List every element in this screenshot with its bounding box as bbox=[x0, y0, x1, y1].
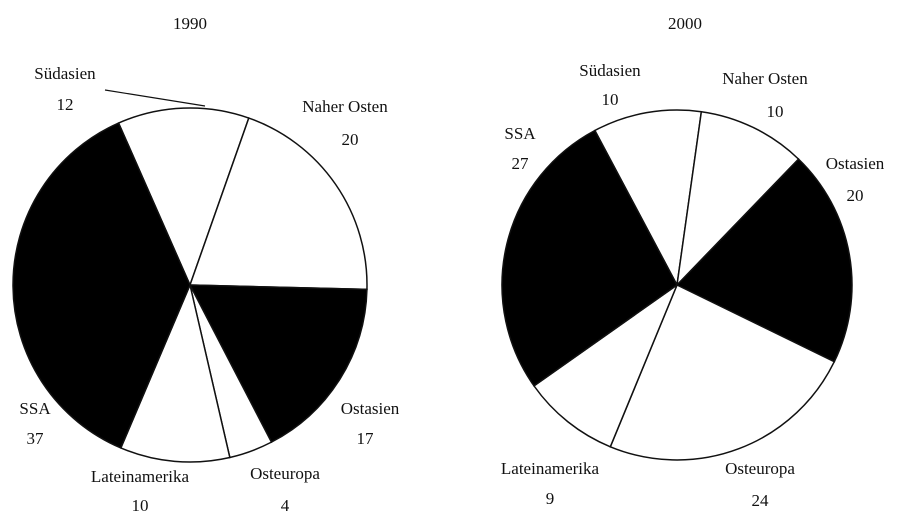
slice-label: Naher Osten bbox=[722, 69, 808, 88]
slice-label: Osteuropa bbox=[250, 464, 320, 483]
slice-label: Lateinamerika bbox=[91, 467, 190, 486]
slice-value: 17 bbox=[357, 429, 375, 448]
pie-slice bbox=[532, 282, 679, 448]
slice-value: 4 bbox=[281, 496, 290, 515]
slice-label: Lateinamerika bbox=[501, 459, 600, 478]
pie-slice bbox=[188, 117, 368, 291]
pie-slice bbox=[12, 122, 191, 449]
pie-slice bbox=[501, 129, 678, 387]
pie-slice bbox=[593, 109, 703, 288]
slice-value: 27 bbox=[512, 154, 530, 173]
slice-value: 24 bbox=[752, 491, 770, 510]
chart-title: 2000 bbox=[668, 14, 702, 33]
slice-label: SSA bbox=[504, 124, 536, 143]
slice-value: 20 bbox=[342, 130, 359, 149]
slice-label: Ostasien bbox=[826, 154, 885, 173]
pie-slice bbox=[119, 282, 231, 463]
pie-slice bbox=[675, 110, 800, 288]
slice-value: 9 bbox=[546, 489, 555, 508]
slice-value: 37 bbox=[27, 429, 45, 448]
pie-slice bbox=[609, 283, 836, 461]
chart-title: 1990 bbox=[173, 14, 207, 33]
slice-value: 10 bbox=[602, 90, 619, 109]
pie-slice bbox=[117, 107, 250, 288]
slice-label: SSA bbox=[19, 399, 51, 418]
slice-value: 10 bbox=[767, 102, 784, 121]
slice-value: 20 bbox=[847, 186, 864, 205]
slice-label: Naher Osten bbox=[302, 97, 388, 116]
slice-label: Südasien bbox=[579, 61, 641, 80]
slice-label: Ostasien bbox=[341, 399, 400, 418]
slice-value: 10 bbox=[132, 496, 149, 515]
pie-slice bbox=[675, 158, 853, 363]
pie-slice bbox=[188, 284, 368, 444]
slice-label: Südasien bbox=[34, 64, 96, 83]
slice-label: Osteuropa bbox=[725, 459, 795, 478]
slice-value: 12 bbox=[57, 95, 74, 114]
leader-line bbox=[104, 89, 206, 107]
